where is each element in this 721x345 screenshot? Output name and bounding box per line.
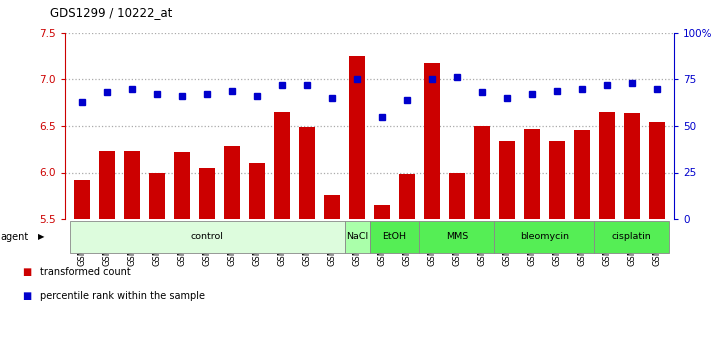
Text: MMS: MMS [446, 232, 468, 241]
Text: ■: ■ [22, 267, 31, 276]
Bar [99, 151, 115, 219]
Text: EtOH: EtOH [382, 232, 407, 241]
Bar [324, 195, 340, 219]
Bar [649, 122, 665, 219]
Bar [598, 112, 615, 219]
Bar [624, 113, 640, 219]
Bar [249, 163, 265, 219]
Bar [349, 56, 365, 219]
Bar [174, 152, 190, 219]
Text: NaCl: NaCl [346, 232, 368, 241]
Text: GDS1299 / 10222_at: GDS1299 / 10222_at [50, 6, 173, 19]
Bar [199, 168, 216, 219]
Text: control: control [191, 232, 224, 241]
Bar [274, 112, 291, 219]
Text: ▶: ▶ [37, 232, 44, 241]
Bar [499, 141, 515, 219]
Text: transformed count: transformed count [40, 267, 131, 276]
Bar [399, 174, 415, 219]
Text: percentile rank within the sample: percentile rank within the sample [40, 291, 205, 300]
Bar [124, 151, 141, 219]
Bar [574, 130, 590, 219]
Bar [299, 127, 315, 219]
Bar [424, 62, 440, 219]
Bar [549, 141, 565, 219]
Text: bleomycin: bleomycin [520, 232, 569, 241]
Bar [74, 180, 90, 219]
Text: cisplatin: cisplatin [612, 232, 652, 241]
Bar [448, 172, 465, 219]
Bar [374, 205, 390, 219]
Bar [149, 172, 165, 219]
Bar [474, 126, 490, 219]
Bar [224, 146, 240, 219]
Text: ■: ■ [22, 291, 31, 300]
Bar [523, 129, 540, 219]
Text: agent: agent [1, 232, 29, 241]
